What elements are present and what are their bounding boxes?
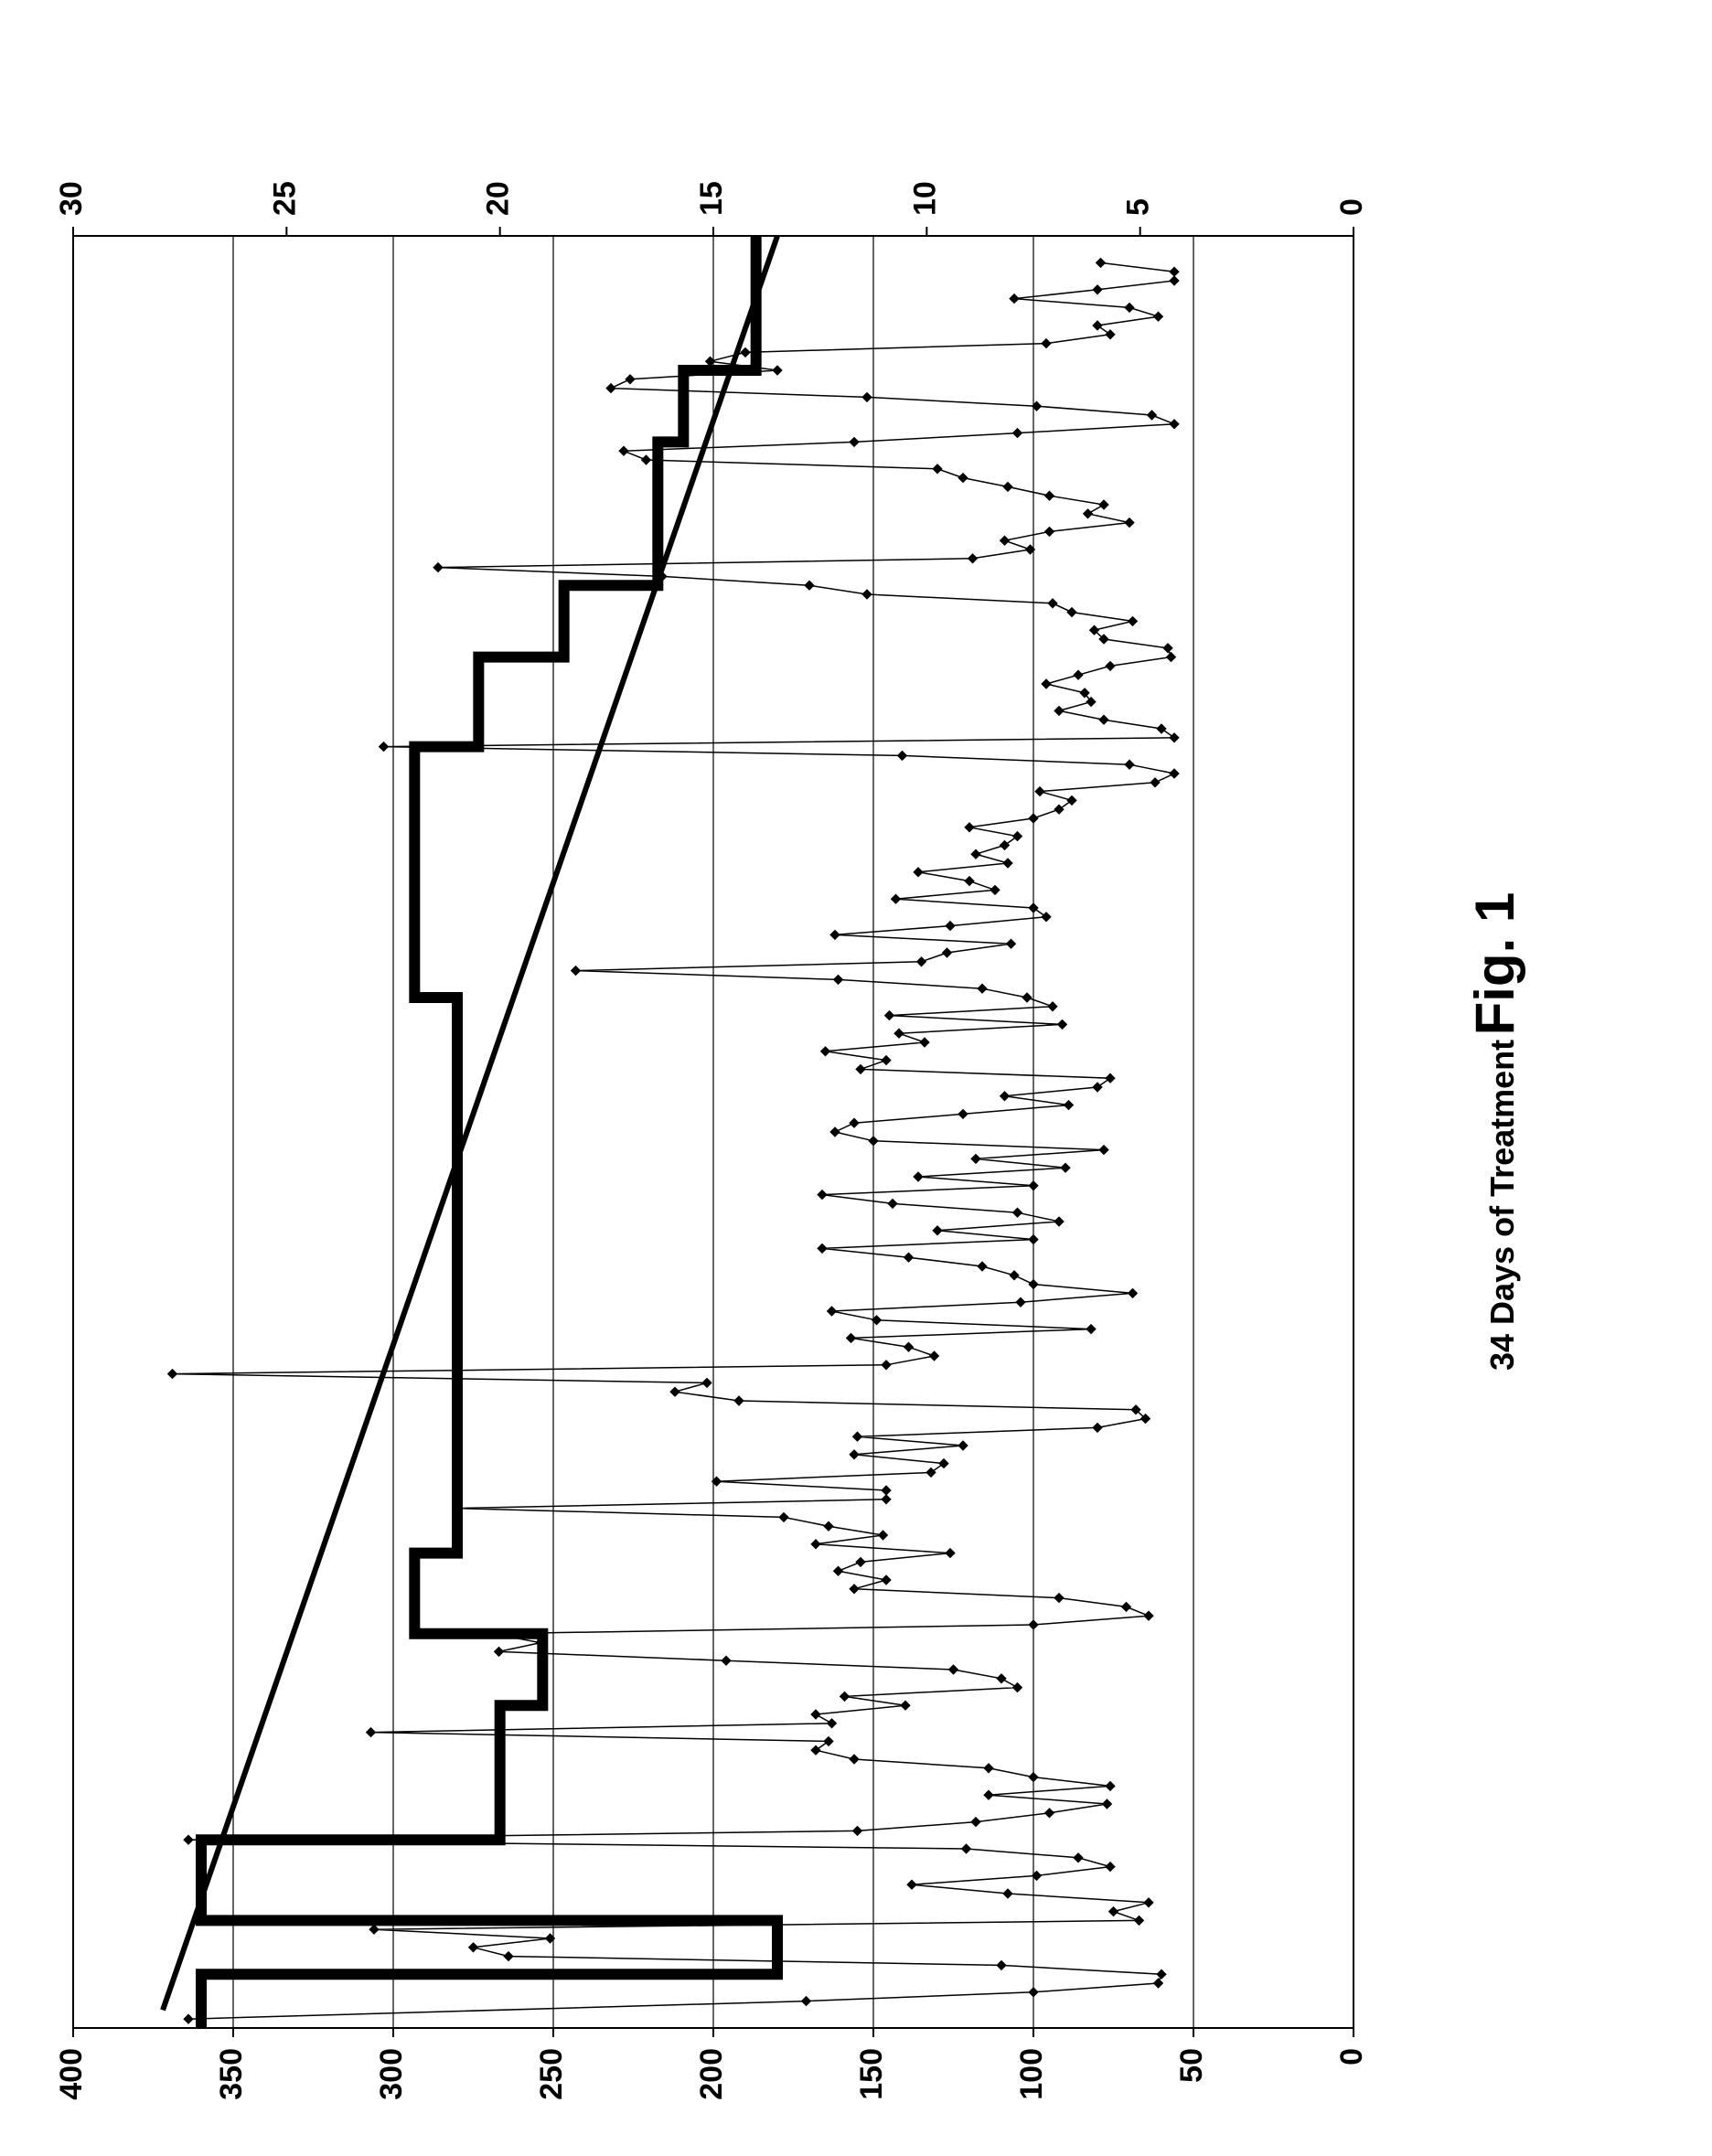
svg-text:5: 5 [1121, 198, 1156, 216]
svg-text:100: 100 [1014, 2048, 1049, 2100]
svg-text:300: 300 [374, 2048, 409, 2100]
svg-text:0: 0 [1334, 198, 1369, 216]
svg-text:200: 200 [694, 2048, 729, 2100]
svg-text:350: 350 [214, 2048, 249, 2100]
svg-text:50: 50 [1174, 2048, 1209, 2083]
caption-days: 34 Days of Treatment [1483, 1040, 1521, 1371]
svg-text:150: 150 [854, 2048, 889, 2100]
svg-text:400: 400 [54, 2048, 89, 2100]
caption-fig: Fig. 1 [1464, 892, 1525, 1036]
svg-text:15: 15 [694, 181, 729, 216]
svg-text:30: 30 [54, 181, 89, 216]
svg-text:10: 10 [907, 181, 942, 216]
page-container: 0 50 100 150 200 250 300 350 400 0 5 10 15 20 25 30 34 … [0, 0, 1712, 2156]
svg-text:20: 20 [481, 181, 516, 216]
svg-text:0: 0 [1334, 2048, 1369, 2065]
treatment-chart: 0 50 100 150 200 250 300 350 400 0 5 10 15 20 25 30 [0, 0, 1712, 2156]
svg-text:250: 250 [534, 2048, 569, 2100]
svg-text:25: 25 [267, 181, 302, 216]
figure-caption: 34 Days of Treatment Fig. 1 [1463, 892, 1526, 1371]
